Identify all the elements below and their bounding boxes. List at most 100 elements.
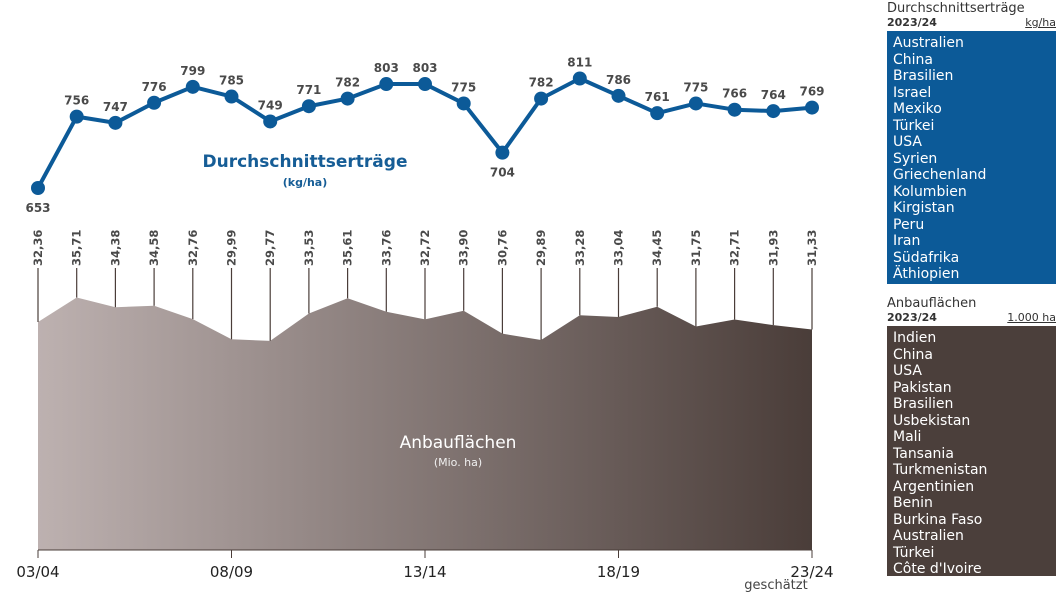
yield-value-label: 764 [761,88,786,102]
area-country: Pakistan [893,379,952,396]
yield-country: Kirgistan [893,200,955,216]
yield-value-label: 785 [219,74,244,88]
yield-value-label: 775 [683,80,708,94]
yield-point [340,91,355,106]
yield-point [688,96,703,111]
area-panel-unit: 1.000 ha [1007,311,1056,324]
area-spike-layer: 32,36 35,71 34,38 34,58 32,76 29,99 29,77 33,53… [31,230,819,341]
area-value-label: 34,38 [108,230,122,266]
yield-point [379,77,394,92]
area-value-label: 30,76 [495,230,509,266]
yield-country: Griechenland [893,167,987,183]
yield-panel-unit: kg/ha [1025,16,1056,29]
area-country: Benin [893,495,933,511]
yield-point [572,71,587,86]
yield-country: Syrien [893,150,938,167]
yield-point [534,91,549,106]
area-value-label: 33,53 [302,230,316,266]
yield-value-label: 811 [567,56,592,70]
yield-value-label: 766 [722,87,747,101]
yield-value-label: 782 [335,76,360,90]
area-value-label: 33,04 [612,230,626,266]
area-value-label: 31,33 [805,230,819,266]
yield-point [69,109,84,124]
yield-value-label: 776 [142,80,167,94]
yield-line [36,76,813,189]
area-value-label: 29,99 [225,230,239,266]
yield-country: Äthiopien [893,266,960,282]
area-value-label: 35,61 [341,230,355,266]
area-value-label: 32,72 [418,230,432,266]
area-country: Australien [893,528,964,544]
area-unit: (Mio. ha) [434,456,482,469]
yield-country-list: Australien China Brasilien Israel Mexiko Türk… [887,31,1056,284]
area-value-label: 29,89 [534,230,548,266]
x-axis: 03/04 08/09 13/14 18/19 23/24 [16,549,834,581]
yield-point [224,89,239,104]
x-tick-label: 13/14 [403,563,446,581]
yield-value-label: 704 [490,166,515,180]
yield-value-label: 761 [645,90,670,104]
estimate-note: geschätzt [744,578,807,593]
yield-point [418,77,432,92]
yield-value-label: 799 [180,64,205,78]
yield-country: Australien [893,35,964,51]
yield-point [185,79,200,94]
yield-point [611,88,626,103]
yield-point [301,99,316,114]
yield-value-label: 771 [296,83,321,97]
area-title: Anbauflächen [400,433,517,453]
area-country-list: Indien China USA Pakistan Brasilien Usbekista… [887,326,1056,577]
yield-value-label: 803 [374,61,399,75]
area-country: Burkina Faso [893,511,983,528]
yield-layer: 653 756 747 776 799 785 749 771 782 803 803 775 704 7… [25,56,824,215]
x-tick-label: 18/19 [597,563,640,581]
yield-country: Kolumbien [893,183,967,200]
area-ranking-panel: Anbauflächen 2023/24 1.000 ha Indien Chin… [887,296,1056,577]
yield-point [31,181,45,195]
area-country: Turkmenistan [893,462,988,478]
yield-country: China [893,51,933,68]
area-panel-subheader: 2023/24 1.000 ha [887,311,1056,324]
yield-value-label: 803 [412,61,437,75]
area-value-label: 32,76 [186,230,200,266]
yield-title: Durchschnittserträge [203,152,408,172]
yield-country: Südafrika [893,249,960,266]
area-country: USA [893,363,922,379]
yield-point [495,145,510,160]
area-shape [38,297,812,550]
yield-point [108,115,123,130]
area-value-label: 34,45 [650,230,664,266]
area-value-label: 35,71 [70,230,84,266]
yield-value-label: 782 [529,76,554,90]
x-tick-label: 08/09 [210,563,253,581]
area-panel-year: 2023/24 [887,311,937,324]
yield-point [650,106,665,121]
yield-value-label: 775 [451,80,476,94]
area-country: Brasilien [893,396,954,412]
area-country: Türkei [893,544,935,561]
yield-country: Brasilien [893,68,954,84]
area-layer [38,297,812,550]
yield-value-label: 756 [64,94,89,108]
area-value-label: 33,76 [379,230,393,266]
area-country: Indien [893,330,937,346]
yield-point [147,95,162,110]
yield-point [766,104,781,119]
yield-country: Mexiko [893,101,942,117]
yield-country: Iran [893,233,921,249]
yield-ranking-panel: Durchschnittserträge 2023/24 kg/ha Austr… [887,1,1056,284]
yield-point [805,100,819,115]
x-tick-label: 03/04 [16,563,59,581]
yield-country: USA [893,134,922,150]
area-value-label: 31,75 [689,230,703,266]
yield-country: Peru [893,216,925,233]
yield-unit: (kg/ha) [283,176,328,189]
area-value-label: 31,93 [766,230,780,266]
yield-point [727,102,742,117]
area-value-label: 33,28 [573,230,587,266]
yield-point [456,96,471,111]
area-panel-title: Anbauflächen [887,296,977,311]
yield-value-label: 747 [103,100,128,114]
area-country: China [893,346,933,363]
